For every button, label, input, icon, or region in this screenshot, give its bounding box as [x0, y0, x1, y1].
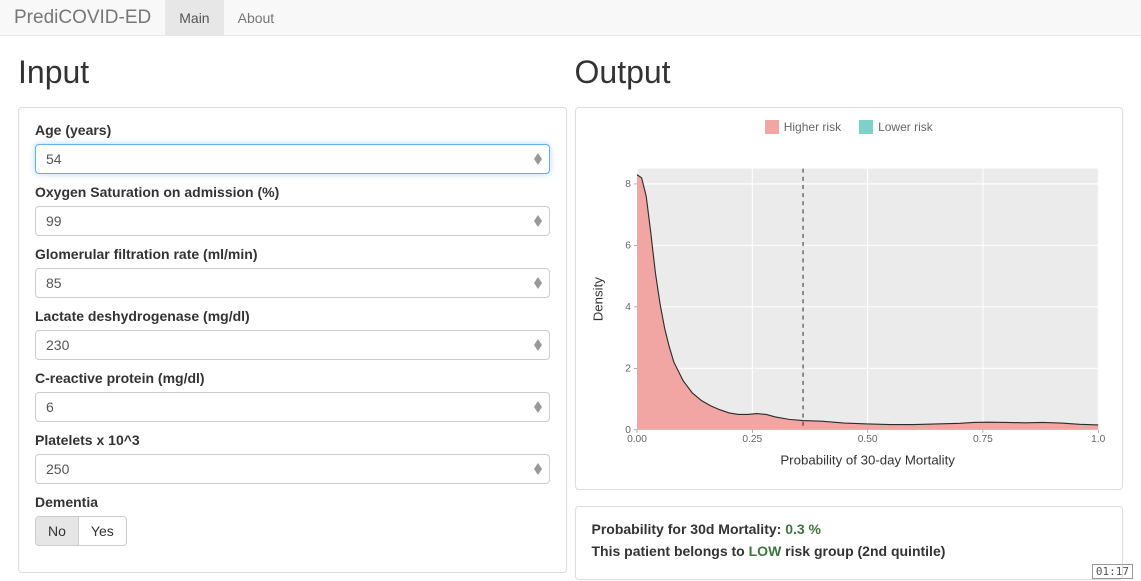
spinner-crp[interactable]	[531, 401, 549, 413]
result-panel: Probability for 30d Mortality: 0.3 % Thi…	[575, 506, 1124, 580]
input-wrap-oxsat	[35, 206, 550, 236]
chevron-down-icon[interactable]	[534, 345, 542, 351]
label-gfr: Glomerular filtration rate (ml/min)	[35, 246, 550, 262]
dementia-no[interactable]: No	[36, 517, 78, 545]
svg-text:8: 8	[625, 179, 631, 190]
chevron-down-icon[interactable]	[534, 159, 542, 165]
nav-item-main[interactable]: Main	[165, 0, 223, 35]
legend-item: Lower risk	[859, 120, 933, 134]
spinner-plt[interactable]	[531, 463, 549, 475]
label-oxsat: Oxygen Saturation on admission (%)	[35, 184, 550, 200]
result-group-line: This patient belongs to LOW risk group (…	[592, 543, 1107, 559]
field-gfr: Glomerular filtration rate (ml/min)	[35, 246, 550, 298]
result-prob-label: Probability for 30d Mortality:	[592, 521, 786, 537]
result-group-post: risk group (2nd quintile)	[781, 543, 945, 559]
density-chart: 0.000.250.500.751.002468Probability of 3…	[588, 140, 1111, 477]
input-gfr[interactable]	[36, 275, 531, 291]
input-wrap-ldh	[35, 330, 550, 360]
result-prob-value: 0.3 %	[785, 521, 821, 537]
legend-item: Higher risk	[765, 120, 841, 134]
input-crp[interactable]	[36, 399, 531, 415]
field-oxsat: Oxygen Saturation on admission (%)	[35, 184, 550, 236]
input-oxsat[interactable]	[36, 213, 531, 229]
navbar: PrediCOVID-ED MainAbout	[0, 0, 1141, 36]
label-plt: Platelets x 10^3	[35, 432, 550, 448]
input-ldh[interactable]	[36, 337, 531, 353]
chevron-down-icon[interactable]	[534, 469, 542, 475]
svg-text:Density: Density	[590, 277, 605, 322]
input-panel: Age (years) Oxygen Saturation on admissio…	[18, 107, 567, 573]
spinner-age[interactable]	[531, 153, 549, 165]
field-plt: Platelets x 10^3	[35, 432, 550, 484]
svg-text:Probability of 30-day Mortalit: Probability of 30-day Mortality	[780, 453, 955, 468]
label-crp: C-reactive protein (mg/dl)	[35, 370, 550, 386]
chart-legend: Higher risk Lower risk	[588, 120, 1111, 134]
legend-label: Lower risk	[878, 120, 933, 134]
field-crp: C-reactive protein (mg/dl)	[35, 370, 550, 422]
legend-label: Higher risk	[784, 120, 841, 134]
input-wrap-crp	[35, 392, 550, 422]
svg-text:1.0: 1.0	[1091, 434, 1105, 445]
svg-text:0.75: 0.75	[973, 434, 993, 445]
svg-text:2: 2	[625, 363, 631, 374]
label-ldh: Lactate deshydrogenase (mg/dl)	[35, 308, 550, 324]
chevron-down-icon[interactable]	[534, 221, 542, 227]
input-wrap-plt	[35, 454, 550, 484]
spinner-oxsat[interactable]	[531, 215, 549, 227]
input-wrap-age	[35, 144, 550, 174]
dementia-toggle: NoYes	[35, 516, 127, 546]
svg-text:4: 4	[625, 302, 631, 313]
label-age: Age (years)	[35, 122, 550, 138]
input-plt[interactable]	[36, 461, 531, 477]
spinner-ldh[interactable]	[531, 339, 549, 351]
input-heading: Input	[18, 54, 567, 91]
chevron-down-icon[interactable]	[534, 407, 542, 413]
legend-swatch	[765, 120, 779, 134]
dementia-field: Dementia NoYes	[35, 494, 550, 546]
brand: PrediCOVID-ED	[0, 7, 165, 29]
svg-text:0: 0	[625, 425, 631, 436]
svg-text:6: 6	[625, 240, 631, 251]
result-group-value: LOW	[749, 543, 782, 559]
output-heading: Output	[575, 54, 1124, 91]
svg-text:0.25: 0.25	[742, 434, 762, 445]
spinner-gfr[interactable]	[531, 277, 549, 289]
result-prob-line: Probability for 30d Mortality: 0.3 %	[592, 521, 1107, 537]
result-group-pre: This patient belongs to	[592, 543, 749, 559]
legend-swatch	[859, 120, 873, 134]
nav-item-about[interactable]: About	[224, 0, 289, 35]
field-age: Age (years)	[35, 122, 550, 174]
svg-text:0.50: 0.50	[857, 434, 877, 445]
input-wrap-gfr	[35, 268, 550, 298]
chart-panel: Higher riskLower risk 0.000.250.500.751.…	[575, 107, 1124, 490]
dementia-label: Dementia	[35, 494, 550, 510]
field-ldh: Lactate deshydrogenase (mg/dl)	[35, 308, 550, 360]
dementia-yes[interactable]: Yes	[78, 517, 126, 545]
input-age[interactable]	[36, 151, 531, 167]
chevron-down-icon[interactable]	[534, 283, 542, 289]
timestamp-box: 01:17	[1092, 564, 1133, 579]
